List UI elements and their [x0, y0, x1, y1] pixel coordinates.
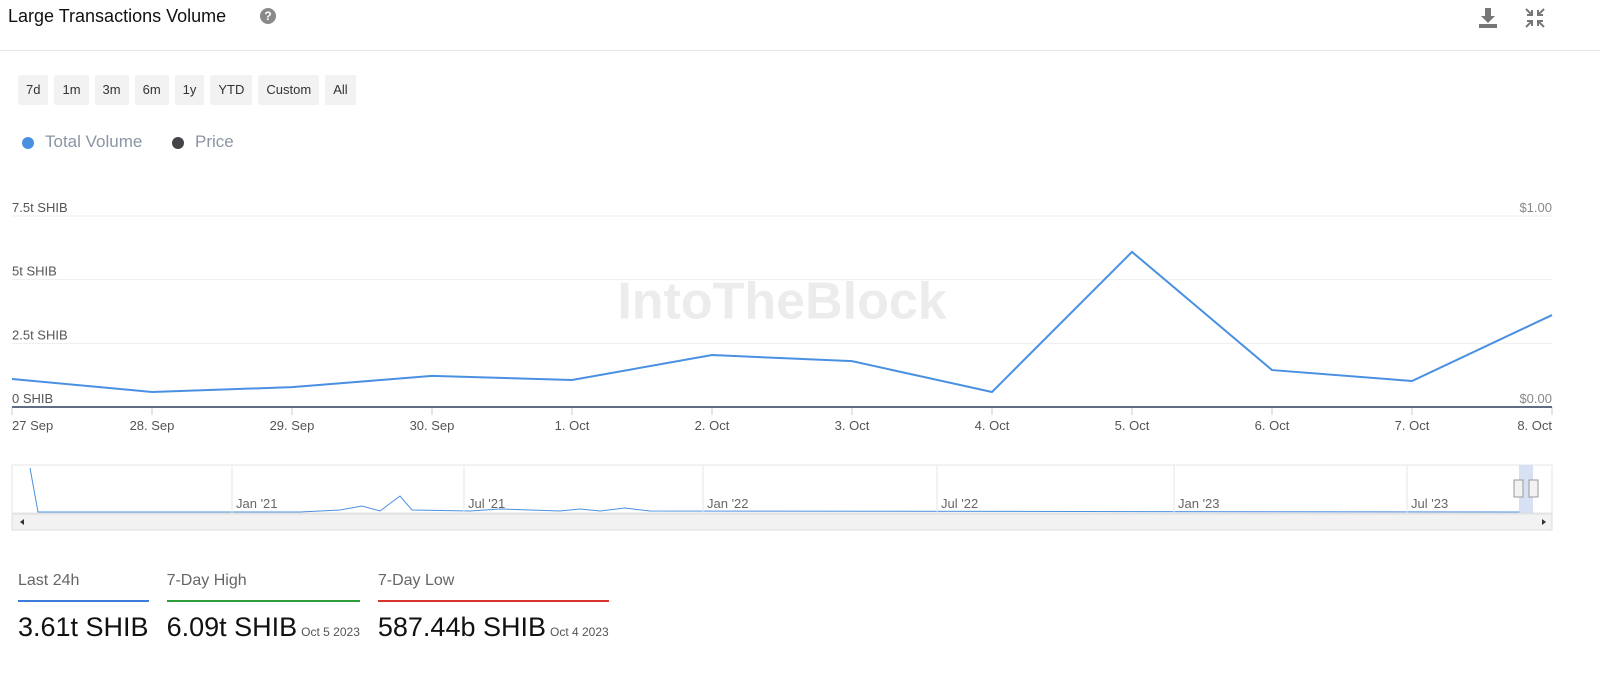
x-tick-label: 1. Oct — [555, 418, 590, 433]
range-button[interactable]: 1y — [174, 75, 205, 105]
stat-date: Oct 4 2023 — [550, 625, 609, 639]
x-tick-label: 4. Oct — [975, 418, 1010, 433]
stat-label: 7-Day High — [166, 572, 360, 602]
stat-value: 6.09t SHIB Oct 5 2023 — [166, 612, 360, 642]
range-button[interactable]: YTD — [210, 75, 253, 105]
x-tick-label: 27 Sep — [12, 418, 53, 433]
download-icon[interactable] — [1476, 6, 1500, 30]
range-buttons: 7d 1m 3m 6m 1y YTD Custom All — [18, 75, 356, 105]
x-tick-label: 29. Sep — [270, 418, 315, 433]
range-button[interactable]: 3m — [94, 75, 129, 105]
x-tick-label: 3. Oct — [835, 418, 870, 433]
range-button[interactable]: Custom — [258, 75, 320, 105]
stat: 7-Day Low 587.44b SHIB Oct 4 2023 — [377, 572, 609, 643]
navigator-window[interactable] — [1519, 465, 1533, 513]
navigator — [11, 464, 1553, 514]
range-button[interactable]: All — [325, 75, 356, 105]
x-tick-label: 6. Oct — [1255, 418, 1290, 433]
y-tick-label: 7.5t SHIB — [12, 200, 68, 215]
y-tick-label: 0 SHIB — [12, 391, 53, 406]
navigator-handle[interactable] — [1528, 479, 1539, 498]
stat-label: Last 24h — [18, 572, 149, 602]
watermark: IntoTheBlock — [617, 273, 946, 331]
stat-value: 3.61t SHIB — [18, 612, 149, 642]
navigator-label: Jul '21 — [468, 496, 505, 511]
range-button[interactable]: 6m — [134, 75, 169, 105]
navigator-label: Jul '22 — [941, 496, 978, 511]
navigator-label: Jan '22 — [707, 496, 749, 511]
x-tick-label: 8. Oct — [1517, 418, 1552, 433]
stat-label: 7-Day Low — [377, 572, 609, 602]
stat: 7-Day High 6.09t SHIB Oct 5 2023 — [166, 572, 360, 643]
navigator-label: Jan '23 — [1178, 496, 1220, 511]
x-tick-label: 28. Sep — [130, 418, 175, 433]
x-tick-label: 2. Oct — [695, 418, 730, 433]
chart: IntoTheBlock 0 SHIB 2.5t SHIB 5t SHIB 7.5t … — [11, 132, 1553, 531]
help-icon[interactable]: ? — [260, 8, 276, 24]
navigator-label: Jan '21 — [236, 496, 278, 511]
stat-date: Oct 5 2023 — [301, 625, 360, 639]
title: Large Transactions Volume — [8, 6, 227, 26]
series-line — [11, 250, 1553, 394]
x-tick-label: 7. Oct — [1395, 418, 1430, 433]
navigator-line — [29, 467, 1521, 513]
stat-value: 587.44b SHIB Oct 4 2023 — [377, 612, 609, 642]
header: Large Transactions Volume ? — [0, 0, 1600, 51]
stat: Last 24h 3.61t SHIB — [18, 572, 149, 643]
y2-tick-label: $1.00 — [1519, 200, 1552, 215]
collapse-icon[interactable] — [1523, 6, 1547, 30]
legend-label[interactable]: Price — [195, 132, 234, 151]
y-tick-label: 5t SHIB — [12, 264, 57, 279]
stats: Last 24h 3.61t SHIB 7-Day High 6.09t SHIB Oc… — [18, 572, 609, 643]
legend-marker — [22, 137, 34, 149]
range-button[interactable]: 7d — [18, 75, 49, 105]
y2-tick-label: $0.00 — [1519, 391, 1552, 406]
y-tick-label: 2.5t SHIB — [12, 327, 68, 342]
legend-marker — [172, 137, 184, 149]
x-tick-label: 30. Sep — [410, 418, 455, 433]
navigator-handle[interactable] — [1513, 479, 1524, 498]
scrollbar[interactable] — [11, 513, 1553, 531]
x-tick-label: 5. Oct — [1115, 418, 1150, 433]
navigator-label: Jul '23 — [1411, 496, 1448, 511]
legend-label[interactable]: Total Volume — [45, 132, 142, 151]
range-button[interactable]: 1m — [54, 75, 89, 105]
